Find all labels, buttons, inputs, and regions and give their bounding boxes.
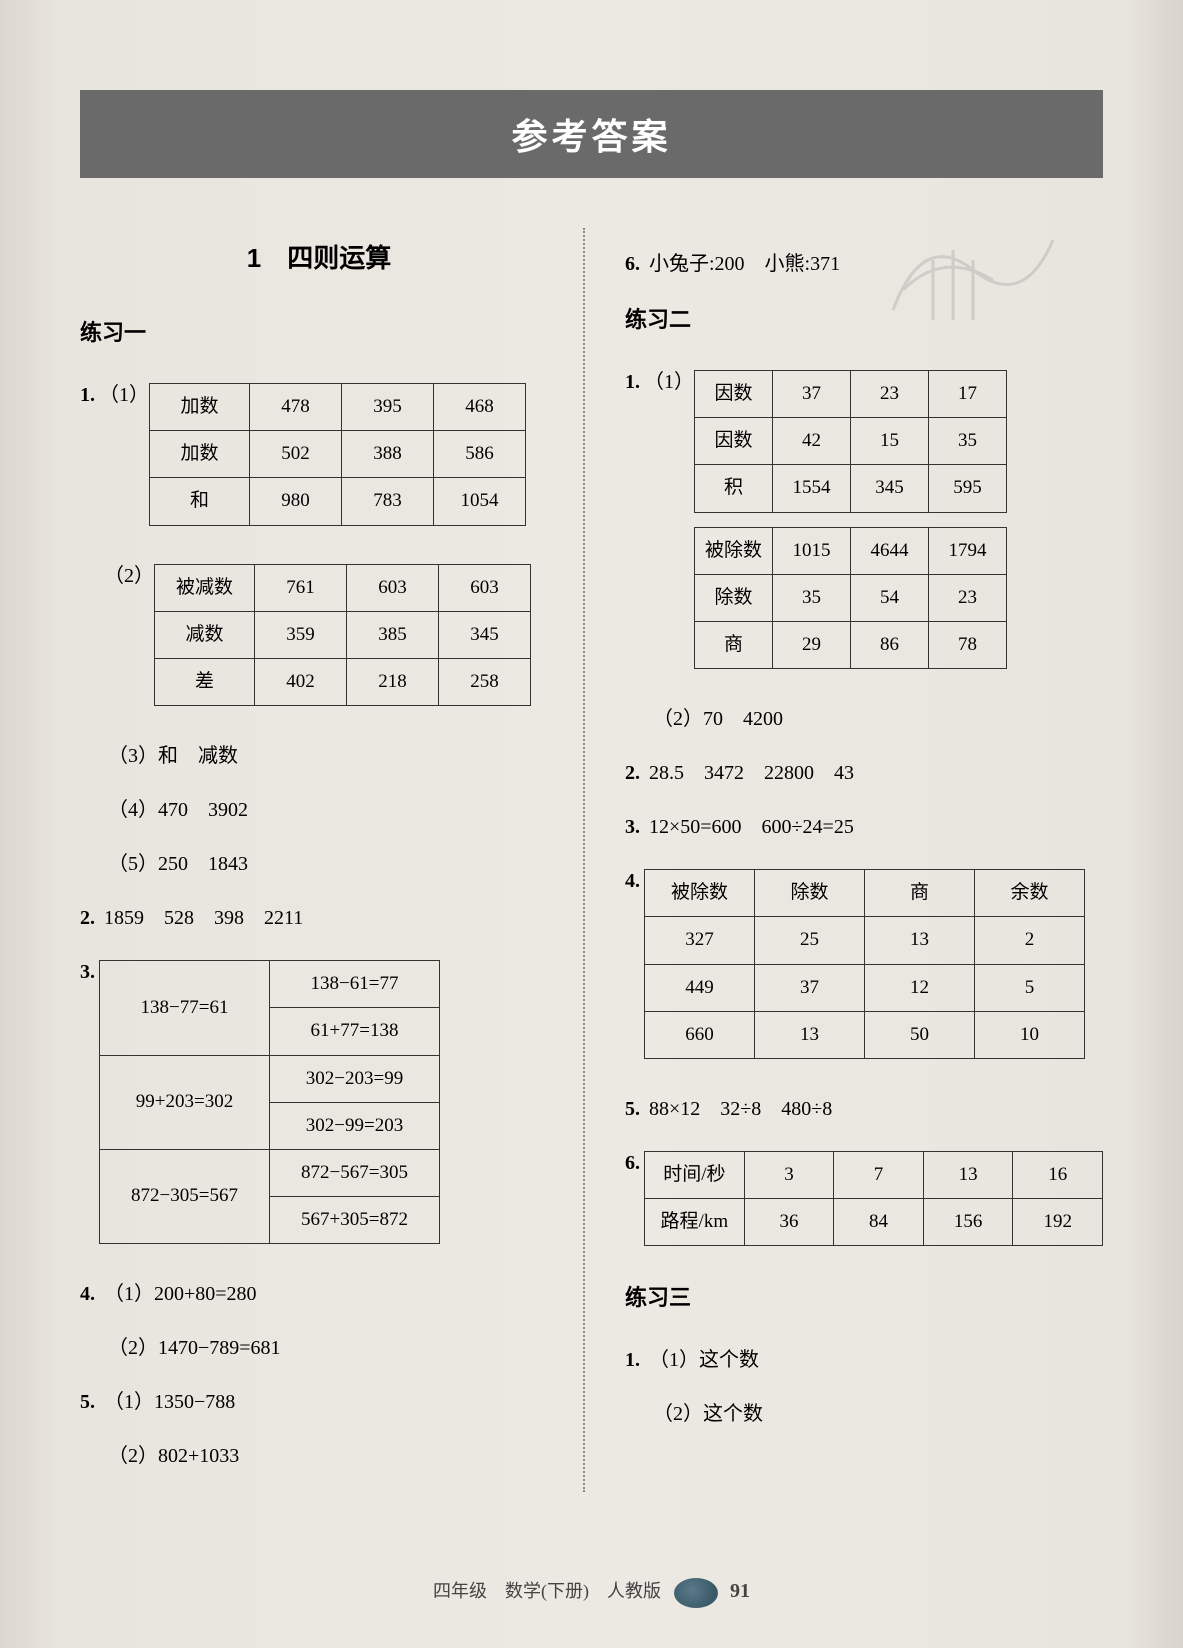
footer-text: 四年级 数学(下册) 人教版: [433, 1581, 661, 1601]
q1-5: （5）250 1843: [108, 846, 558, 882]
item-number: 1.: [625, 364, 640, 400]
q6-text: 小兔子:200 小熊:371: [649, 253, 840, 275]
ex2-q2-text: 28.5 3472 22800 43: [649, 762, 854, 784]
q6: 6. 小兔子:200 小熊:371: [625, 246, 1103, 282]
page-number: 91: [730, 1580, 750, 1602]
q2-text: 1859 528 398 2211: [104, 907, 303, 929]
q5: 5. （1）1350−788: [80, 1384, 558, 1420]
ex2-q4-table: 被除数除数商余数 32725132 44937125 660135010: [644, 869, 1085, 1059]
q3: 3. 138−77=61138−61=77 61+77=138 99+203=3…: [80, 954, 558, 1258]
ex2-q5: 5. 88×12 32÷8 480÷8: [625, 1091, 1103, 1127]
item-number: 3.: [80, 954, 95, 990]
q1-3: （3）和 减数: [108, 738, 558, 774]
exercise-1-heading: 练习一: [80, 315, 558, 347]
footer: 四年级 数学(下册) 人教版 91: [0, 1577, 1183, 1608]
ex3-q1-1: （1）这个数: [649, 1349, 759, 1371]
item-number: 2.: [625, 755, 640, 791]
item-number: 2.: [80, 900, 95, 936]
item-number: 4.: [80, 1276, 95, 1312]
q1-1-table: 加数478395468 加数502388586 和9807831054: [149, 383, 526, 526]
q5-1: （1）1350−788: [104, 1391, 235, 1413]
item-number: 6.: [625, 1145, 640, 1181]
right-column: 6. 小兔子:200 小熊:371 练习二 1. （1） 因数372317 因数…: [615, 228, 1103, 1492]
q1-2-table: 被减数761603603 减数359385345 差402218258: [154, 564, 531, 707]
ex2-q1-2: （2）70 4200: [653, 701, 1103, 737]
sub-number: （2）: [104, 558, 154, 594]
q1-4: （4）470 3902: [108, 792, 558, 828]
q4-2: （2）1470−789=681: [108, 1330, 558, 1366]
item-number: 5.: [625, 1091, 640, 1127]
ex2-q6: 6. 时间/秒371316 路程/km3684156192: [625, 1145, 1103, 1260]
ex2-q3: 3. 12×50=600 600÷24=25: [625, 809, 1103, 845]
q5-2: （2）802+1033: [108, 1438, 558, 1474]
ex2-q1-1-tableB: 被除数101546441794 除数355423 商298678: [694, 527, 1007, 670]
two-column-layout: 1 四则运算 练习一 1. （1） 加数478395468 加数50238858…: [80, 228, 1103, 1492]
item-number: 1.: [625, 1342, 640, 1378]
item-number: 3.: [625, 809, 640, 845]
sub-number: （1）: [644, 364, 694, 400]
q4-1: （1）200+80=280: [104, 1283, 257, 1305]
sub-number: （1）: [99, 377, 149, 413]
ex2-q1-1: 1. （1） 因数372317 因数421535 积1554345595 被除数…: [625, 364, 1103, 683]
ex2-q2: 2. 28.5 3472 22800 43: [625, 755, 1103, 791]
q1-1: 1. （1） 加数478395468 加数502388586 和98078310…: [80, 377, 558, 540]
q3-table: 138−77=61138−61=77 61+77=138 99+203=3023…: [99, 960, 440, 1244]
exercise-2-heading: 练习二: [625, 302, 1103, 334]
item-number: 1.: [80, 377, 95, 413]
footer-logo-icon: [674, 1578, 718, 1608]
chapter-heading: 1 四则运算: [80, 238, 558, 275]
ex2-q3-text: 12×50=600 600÷24=25: [649, 816, 854, 838]
item-number: 5.: [80, 1384, 95, 1420]
item-number: 6.: [625, 246, 640, 282]
page: 参考答案 1 四则运算 练习一 1. （1） 加数478395468 加数502…: [0, 0, 1183, 1648]
banner-title: 参考答案: [80, 90, 1103, 178]
left-column: 1 四则运算 练习一 1. （1） 加数478395468 加数50238858…: [80, 228, 585, 1492]
ex2-q5-text: 88×12 32÷8 480÷8: [649, 1098, 832, 1120]
ex2-q6-table: 时间/秒371316 路程/km3684156192: [644, 1151, 1103, 1246]
ex3-q1: 1. （1）这个数: [625, 1342, 1103, 1378]
ex3-q1-2: （2）这个数: [653, 1396, 1103, 1432]
item-number: 4.: [625, 863, 640, 899]
ex2-q4: 4. 被除数除数商余数 32725132 44937125 660135010: [625, 863, 1103, 1073]
q1-2: （2） 被减数761603603 减数359385345 差402218258: [104, 558, 558, 721]
q4: 4. （1）200+80=280: [80, 1276, 558, 1312]
q2: 2. 1859 528 398 2211: [80, 900, 558, 936]
exercise-3-heading: 练习三: [625, 1280, 1103, 1312]
ex2-q1-1-tableA: 因数372317 因数421535 积1554345595: [694, 370, 1007, 513]
ex2-q1-1-tables: 因数372317 因数421535 积1554345595 被除数1015464…: [694, 364, 1007, 683]
